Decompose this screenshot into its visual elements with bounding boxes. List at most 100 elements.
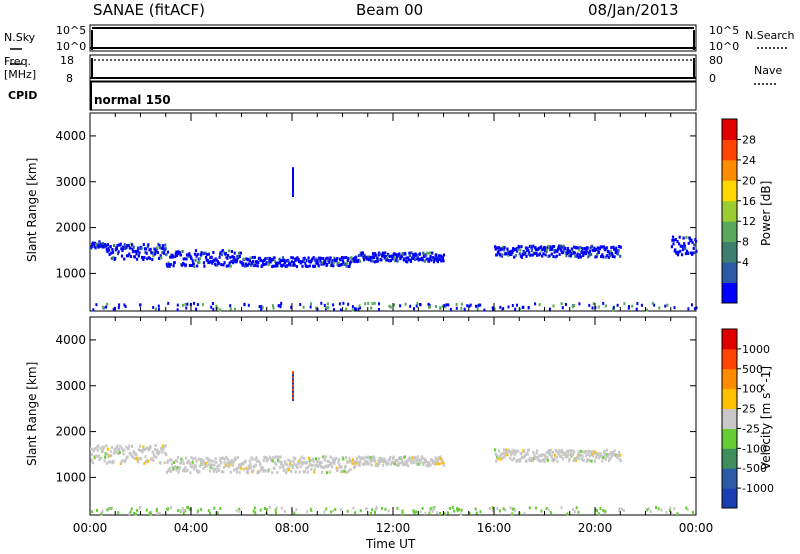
echo-cell bbox=[344, 464, 347, 468]
echo-cell bbox=[548, 254, 551, 258]
echo-cell bbox=[306, 470, 310, 474]
echo-cell bbox=[383, 254, 386, 258]
echo-cell bbox=[113, 244, 116, 247]
echo-cell bbox=[560, 449, 563, 453]
colorbar-tick-label: 100 bbox=[742, 383, 763, 396]
nsearch-label: N.Search bbox=[745, 29, 795, 42]
colorbar-swatch bbox=[722, 200, 737, 222]
echo-cell bbox=[550, 247, 553, 251]
echo-cell bbox=[434, 257, 437, 261]
echo-cell bbox=[568, 254, 571, 258]
echo-cell bbox=[591, 244, 594, 248]
ground-scatter-cell bbox=[152, 306, 155, 309]
ground-scatter-cell bbox=[102, 305, 105, 309]
echo-cell bbox=[271, 471, 274, 475]
echo-cell bbox=[585, 450, 588, 454]
ground-scatter-cell bbox=[326, 302, 329, 306]
echo-cell bbox=[110, 251, 113, 255]
echo-cell bbox=[357, 455, 361, 459]
echo-cell bbox=[569, 254, 572, 258]
ground-scatter-cell bbox=[182, 511, 185, 515]
ground-scatter-cell bbox=[135, 508, 138, 512]
echo-cell bbox=[173, 261, 176, 264]
ground-scatter-cell bbox=[196, 303, 199, 307]
echo-cell bbox=[279, 455, 282, 459]
echo-cell bbox=[272, 456, 275, 460]
echo-cell bbox=[162, 251, 166, 255]
echo-cell bbox=[239, 465, 242, 469]
echo-cell bbox=[612, 451, 615, 454]
echo-cell bbox=[161, 450, 164, 454]
echo-cell bbox=[598, 247, 602, 251]
echo-cell bbox=[408, 457, 411, 461]
ground-scatter-cell bbox=[560, 506, 563, 510]
echo-cell bbox=[285, 471, 288, 475]
echo-cell bbox=[200, 253, 203, 257]
echo-cell bbox=[211, 467, 214, 471]
echo-cell bbox=[508, 252, 511, 255]
echo-cell bbox=[160, 256, 163, 260]
echo-cell bbox=[219, 251, 222, 255]
echo-cell bbox=[426, 257, 429, 261]
echo-cell bbox=[397, 254, 400, 258]
echo-cell bbox=[542, 453, 545, 457]
echo-cell bbox=[198, 261, 201, 264]
echo-cell bbox=[156, 246, 159, 250]
ground-scatter-cell bbox=[561, 306, 564, 310]
echo-cell bbox=[217, 468, 221, 472]
ground-scatter-cell bbox=[433, 507, 436, 511]
echo-cell bbox=[236, 467, 239, 471]
ground-scatter-cell bbox=[95, 303, 98, 307]
echo-cell bbox=[90, 245, 93, 249]
echo-cell bbox=[674, 248, 677, 252]
echo-cell bbox=[108, 252, 111, 256]
echo-cell bbox=[247, 464, 250, 468]
echo-cell bbox=[549, 451, 552, 455]
echo-cell bbox=[321, 261, 324, 265]
echo-cell bbox=[341, 259, 344, 263]
echo-cell bbox=[369, 458, 372, 461]
echo-cell bbox=[335, 259, 338, 263]
echo-cell bbox=[615, 249, 618, 253]
echo-cell bbox=[687, 241, 690, 245]
echo-cell bbox=[356, 460, 359, 464]
echo-cell bbox=[607, 250, 610, 254]
echo-cell bbox=[162, 444, 166, 448]
echo-cell bbox=[435, 253, 438, 257]
echo-cell bbox=[143, 256, 146, 259]
ground-scatter-cell bbox=[325, 507, 328, 511]
echo-cell bbox=[545, 247, 548, 251]
echo-cell bbox=[365, 462, 368, 466]
echo-cell bbox=[556, 247, 559, 251]
streak-cell bbox=[292, 375, 294, 379]
echo-cell bbox=[345, 456, 348, 460]
echo-cell bbox=[613, 255, 616, 259]
echo-cell bbox=[691, 241, 694, 245]
echo-cell bbox=[556, 249, 559, 253]
echo-cell bbox=[306, 265, 309, 268]
echo-cell bbox=[594, 255, 597, 259]
echo-cell bbox=[569, 452, 572, 456]
echo-cell bbox=[418, 461, 422, 465]
colorbar-swatch bbox=[722, 368, 737, 390]
colorbar-frame bbox=[721, 328, 738, 509]
echo-cell bbox=[396, 255, 399, 259]
echo-cell bbox=[327, 464, 330, 467]
echo-cell bbox=[133, 255, 136, 259]
echo-cell bbox=[293, 260, 296, 264]
echo-cell bbox=[304, 261, 307, 265]
ground-scatter-cell bbox=[264, 507, 266, 510]
echo-cell bbox=[363, 253, 366, 257]
echo-cell bbox=[218, 463, 221, 467]
echo-cell bbox=[107, 246, 110, 250]
echo-cell bbox=[376, 464, 380, 468]
echo-cell bbox=[105, 244, 108, 248]
echo-cell bbox=[138, 251, 141, 255]
echo-cell bbox=[401, 460, 404, 464]
echo-cell bbox=[592, 454, 595, 458]
ground-scatter-cell bbox=[315, 306, 318, 310]
ground-scatter-cell bbox=[460, 508, 463, 512]
ground-scatter-cell bbox=[252, 509, 255, 513]
echo-cell bbox=[320, 460, 323, 464]
ground-scatter-cell bbox=[177, 509, 180, 512]
